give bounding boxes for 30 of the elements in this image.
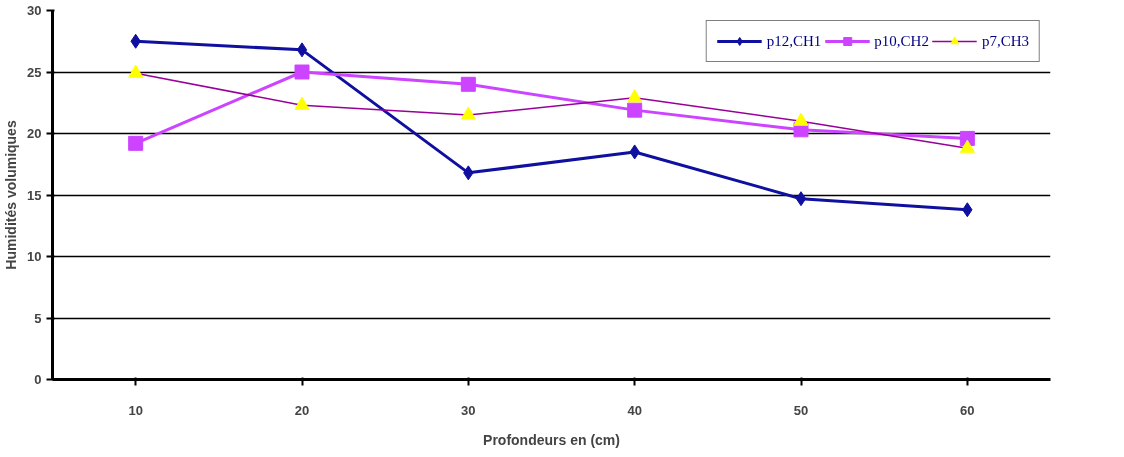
legend-label: p7,CH3 <box>981 32 1029 50</box>
y-tick-label: 5 <box>34 310 42 326</box>
point <box>296 42 308 58</box>
point <box>460 76 476 92</box>
x-tick-label: 10 <box>128 402 143 418</box>
x-tick-label: 60 <box>960 402 975 418</box>
point <box>294 64 310 80</box>
point <box>627 102 643 118</box>
point <box>627 89 643 103</box>
point <box>128 64 144 78</box>
point <box>294 96 310 110</box>
x-tick-label: 30 <box>461 402 476 418</box>
y-tick-label: 20 <box>27 126 42 141</box>
legend-label: p12,CH1 <box>766 32 822 50</box>
point <box>795 191 807 207</box>
x-tick-label: 20 <box>294 402 310 418</box>
point <box>793 112 809 126</box>
point <box>460 106 476 120</box>
y-tick-label: 15 <box>27 187 42 203</box>
y-tick-label: 0 <box>34 372 42 387</box>
point <box>128 135 144 151</box>
point <box>959 139 975 153</box>
legend-label: p10,CH2 <box>874 32 929 50</box>
y-tick-label: 30 <box>27 3 42 18</box>
x-tick-label: 40 <box>627 402 642 418</box>
x-tick-label: 50 <box>793 402 809 418</box>
y-tick-label: 25 <box>27 64 42 80</box>
x-axis-title: Profondeurs en (cm) <box>483 431 620 448</box>
y-tick-label: 10 <box>27 249 42 264</box>
y-axis-title: Humidités volumiques <box>3 120 20 270</box>
